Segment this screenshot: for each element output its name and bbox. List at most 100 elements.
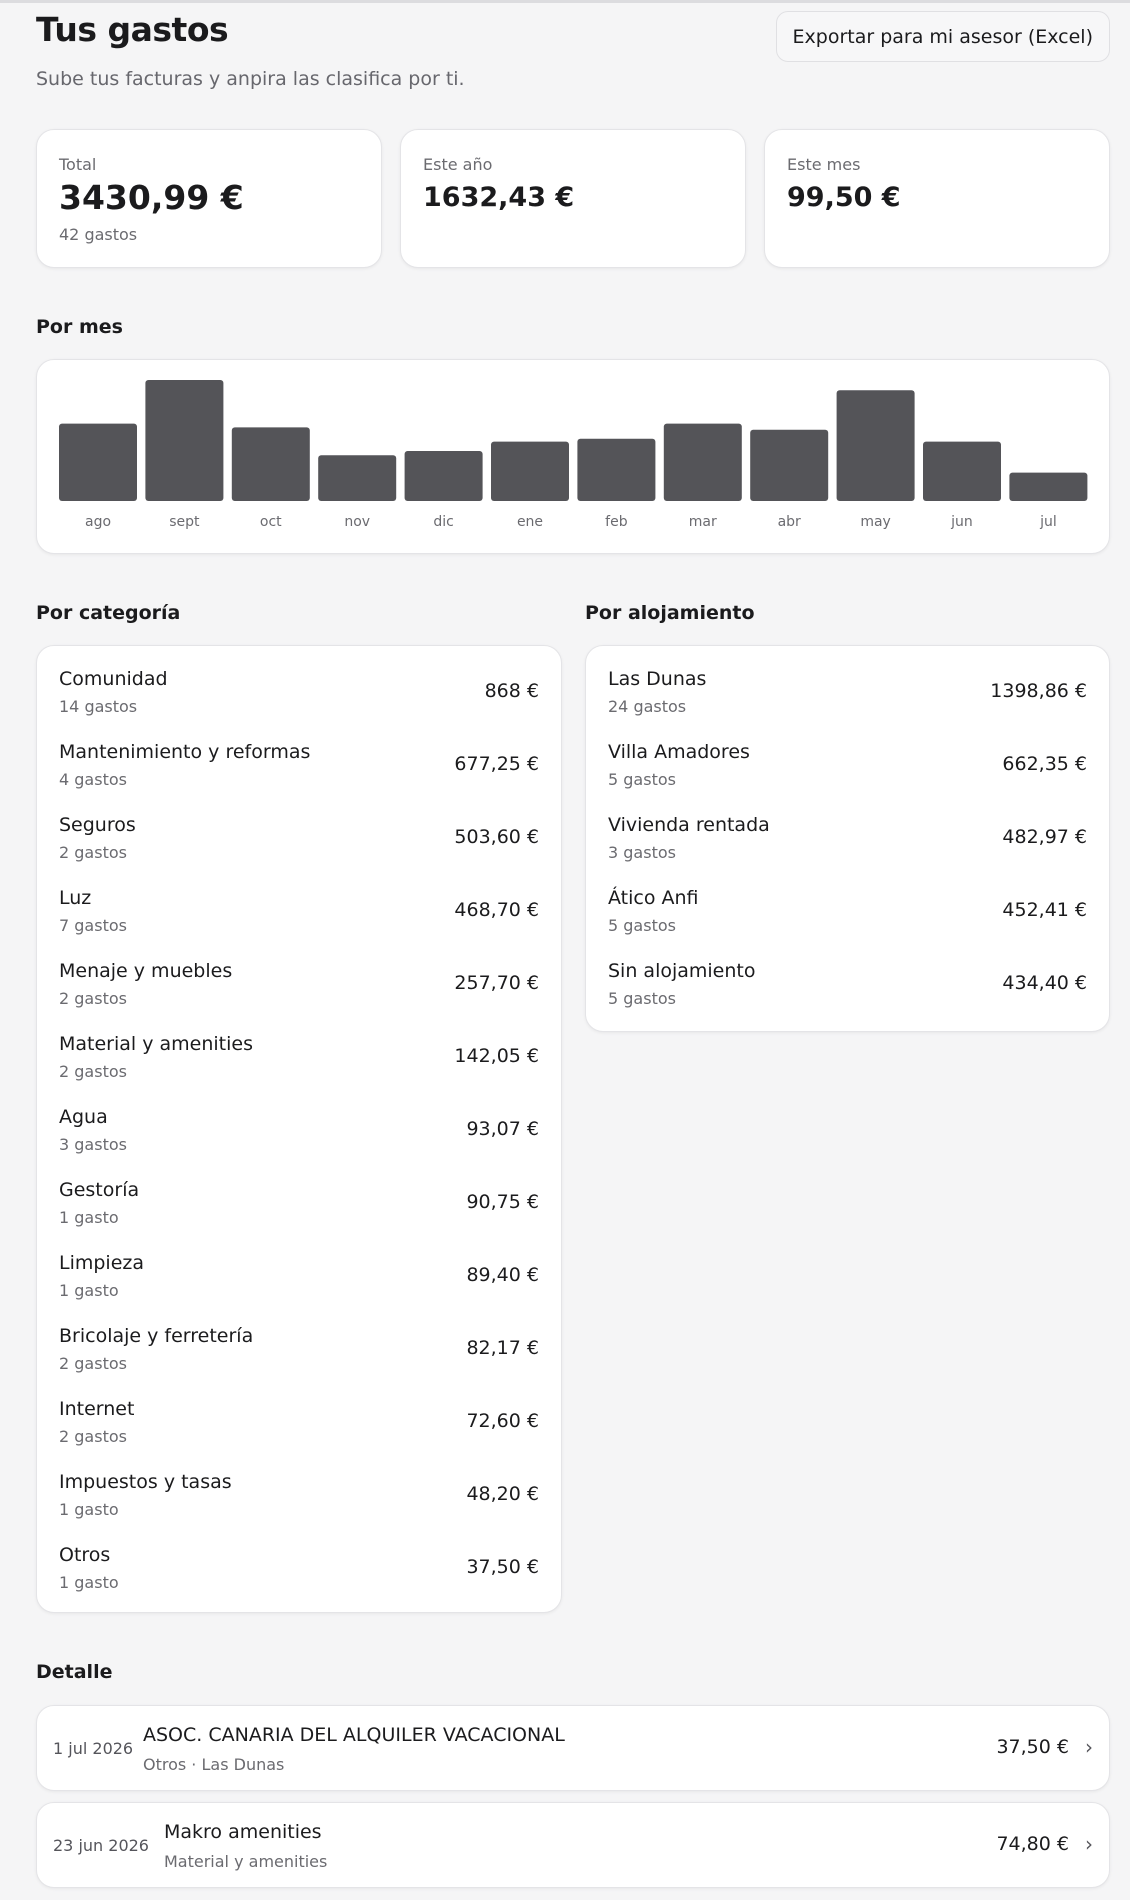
lodging-row: Vivienda rentada 3 gastos 482,97 € <box>586 802 1109 875</box>
expense-vendor: Makro amenities <box>164 1821 322 1843</box>
row-name: Gestoría <box>59 1179 140 1201</box>
bar-nov <box>318 455 397 501</box>
category-row: Limpieza 1 gasto 89,40 € <box>37 1240 561 1313</box>
stat-value: 1632,43 € <box>423 182 575 213</box>
tick-label-jun: jun <box>950 514 973 530</box>
row-amount: 93,07 € <box>466 1118 539 1140</box>
expense-detail-row[interactable]: 23 jun 2026 Makro amenities Material y ame… <box>36 1802 1110 1888</box>
row-count: 3 gastos <box>608 843 676 862</box>
row-name: Villa Amadores <box>608 741 750 763</box>
row-count: 3 gastos <box>59 1135 127 1154</box>
row-amount: 89,40 € <box>466 1264 539 1286</box>
row-amount: 662,35 € <box>1002 753 1087 775</box>
row-name: Seguros <box>59 814 136 836</box>
tick-label-dic: dic <box>433 514 453 530</box>
monthly-bar-chart: ago sept oct nov dic ene feb mar abr may jun jul <box>59 380 1088 530</box>
stat-value: 3430,99 € <box>59 178 244 217</box>
row-count: 24 gastos <box>608 697 687 716</box>
row-count: 7 gastos <box>59 916 127 935</box>
row-count: 4 gastos <box>59 770 127 789</box>
expense-amount: 37,50 € <box>996 1736 1069 1758</box>
row-name: Impuestos y tasas <box>59 1471 232 1493</box>
row-count: 1 gasto <box>59 1500 119 1519</box>
bar-dic <box>404 451 483 501</box>
category-row: Luz 7 gastos 468,70 € <box>37 875 561 948</box>
bar-ene <box>491 441 569 501</box>
tick-label-sept: sept <box>169 514 200 530</box>
tick-label-ene: ene <box>517 514 543 530</box>
row-amount: 468,70 € <box>454 899 539 921</box>
row-name: Menaje y muebles <box>59 960 233 982</box>
stat-label: Este mes <box>787 155 861 174</box>
lodging-row: Las Dunas 24 gastos 1398,86 € <box>586 656 1109 729</box>
chevron-right-icon: › <box>1085 1832 1093 1856</box>
tick-label-jul: jul <box>1039 514 1057 530</box>
expense-vendor: ASOC. CANARIA DEL ALQUILER VACACIONAL <box>143 1724 565 1746</box>
category-list-card: Comunidad 14 gastos 868 € Mantenimiento y r… <box>36 645 562 1613</box>
section-title-by-month: Por mes <box>36 316 123 338</box>
row-name: Limpieza <box>59 1252 145 1274</box>
category-row: Bricolaje y ferretería 2 gastos 82,17 € <box>37 1313 561 1386</box>
category-row: Otros 1 gasto 37,50 € <box>37 1532 561 1605</box>
row-amount: 452,41 € <box>1002 899 1087 921</box>
row-name: Luz <box>59 887 92 909</box>
lodging-list-card: Las Dunas 24 gastos 1398,86 € Villa Amadore… <box>585 645 1110 1032</box>
section-title-detail: Detalle <box>36 1661 113 1683</box>
category-row: Menaje y muebles 2 gastos 257,70 € <box>37 948 561 1021</box>
page-title: Tus gastos <box>36 10 229 49</box>
row-amount: 677,25 € <box>454 753 539 775</box>
row-count: 2 gastos <box>59 1427 127 1446</box>
tick-label-ago: ago <box>85 514 111 530</box>
bar-jun <box>923 441 1001 501</box>
tick-label-may: may <box>860 514 891 530</box>
row-name: Material y amenities <box>59 1033 253 1055</box>
row-amount: 142,05 € <box>454 1045 539 1067</box>
row-name: Comunidad <box>59 668 168 690</box>
row-amount: 482,97 € <box>1002 826 1087 848</box>
category-row: Internet 2 gastos 72,60 € <box>37 1386 561 1459</box>
row-name: Ático Anfi <box>608 887 699 909</box>
category-row: Mantenimiento y reformas 4 gastos 677,25 € <box>37 729 561 802</box>
row-amount: 257,70 € <box>454 972 539 994</box>
section-title-by-category: Por categoría <box>36 602 181 624</box>
tick-label-oct: oct <box>260 514 282 530</box>
page-header: Tus gastos Sube tus facturas y anpira la… <box>36 10 1110 90</box>
row-name: Vivienda rentada <box>608 814 770 836</box>
row-count: 2 gastos <box>59 1062 127 1081</box>
expense-date: 23 jun 2026 <box>53 1836 149 1855</box>
export-excel-button[interactable]: Exportar para mi asesor (Excel) <box>775 11 1110 62</box>
row-name: Las Dunas <box>608 668 707 690</box>
row-count: 14 gastos <box>59 697 138 716</box>
expense-detail-row[interactable]: 1 jul 2026 ASOC. CANARIA DEL ALQUILER VAC… <box>36 1705 1110 1791</box>
stat-count: 42 gastos <box>59 225 138 244</box>
bar-feb <box>577 438 656 501</box>
row-amount: 82,17 € <box>466 1337 539 1359</box>
row-amount: 48,20 € <box>466 1483 539 1505</box>
stat-label: Total <box>59 155 97 174</box>
category-row: Gestoría 1 gasto 90,75 € <box>37 1167 561 1240</box>
stat-card-total: Total 3430,99 € 42 gastos <box>36 129 382 268</box>
stat-card-year: Este año 1632,43 € <box>400 129 746 268</box>
bar-abr <box>750 429 829 501</box>
row-amount: 503,60 € <box>454 826 539 848</box>
top-border <box>0 0 1130 3</box>
row-amount: 434,40 € <box>1002 972 1087 994</box>
lodging-row: Villa Amadores 5 gastos 662,35 € <box>586 729 1109 802</box>
row-amount: 37,50 € <box>466 1556 539 1578</box>
row-count: 2 gastos <box>59 843 127 862</box>
page-subtitle: Sube tus facturas y anpira las clasifica… <box>36 68 465 90</box>
lodging-row: Sin alojamiento 5 gastos 434,40 € <box>586 948 1109 1021</box>
tick-label-mar: mar <box>689 514 717 530</box>
row-name: Bricolaje y ferretería <box>59 1325 254 1347</box>
bar-jul <box>1009 472 1088 501</box>
category-row: Seguros 2 gastos 503,60 € <box>37 802 561 875</box>
row-count: 5 gastos <box>608 770 676 789</box>
expense-meta: Otros · Las Dunas <box>143 1755 285 1774</box>
row-count: 1 gasto <box>59 1573 119 1592</box>
lodging-row: Ático Anfi 5 gastos 452,41 € <box>586 875 1109 948</box>
stat-card-month: Este mes 99,50 € <box>764 129 1110 268</box>
category-row: Agua 3 gastos 93,07 € <box>37 1094 561 1167</box>
row-name: Agua <box>59 1106 108 1128</box>
tick-label-nov: nov <box>344 514 370 530</box>
category-row: Material y amenities 2 gastos 142,05 € <box>37 1021 561 1094</box>
